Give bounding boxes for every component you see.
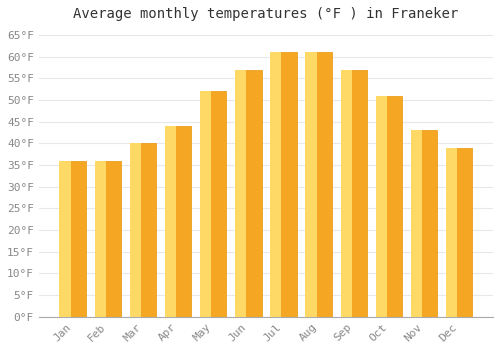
Bar xyxy=(270,52,296,317)
Bar xyxy=(376,96,402,317)
Bar xyxy=(165,126,176,317)
Bar xyxy=(340,70,367,317)
Title: Average monthly temperatures (°F ) in Franeker: Average monthly temperatures (°F ) in Fr… xyxy=(74,7,458,21)
Bar xyxy=(165,126,191,317)
Bar xyxy=(340,70,351,317)
Bar xyxy=(235,70,246,317)
Bar xyxy=(130,144,156,317)
Bar xyxy=(446,148,472,317)
Bar xyxy=(306,52,332,317)
Bar xyxy=(376,96,387,317)
Bar xyxy=(60,161,86,317)
Bar xyxy=(411,130,438,317)
Bar xyxy=(446,148,457,317)
Bar xyxy=(306,52,316,317)
Bar xyxy=(200,91,211,317)
Bar xyxy=(235,70,262,317)
Bar xyxy=(270,52,281,317)
Bar xyxy=(200,91,226,317)
Bar xyxy=(130,144,141,317)
Bar xyxy=(94,161,121,317)
Bar xyxy=(94,161,106,317)
Bar xyxy=(60,161,70,317)
Bar xyxy=(411,130,422,317)
